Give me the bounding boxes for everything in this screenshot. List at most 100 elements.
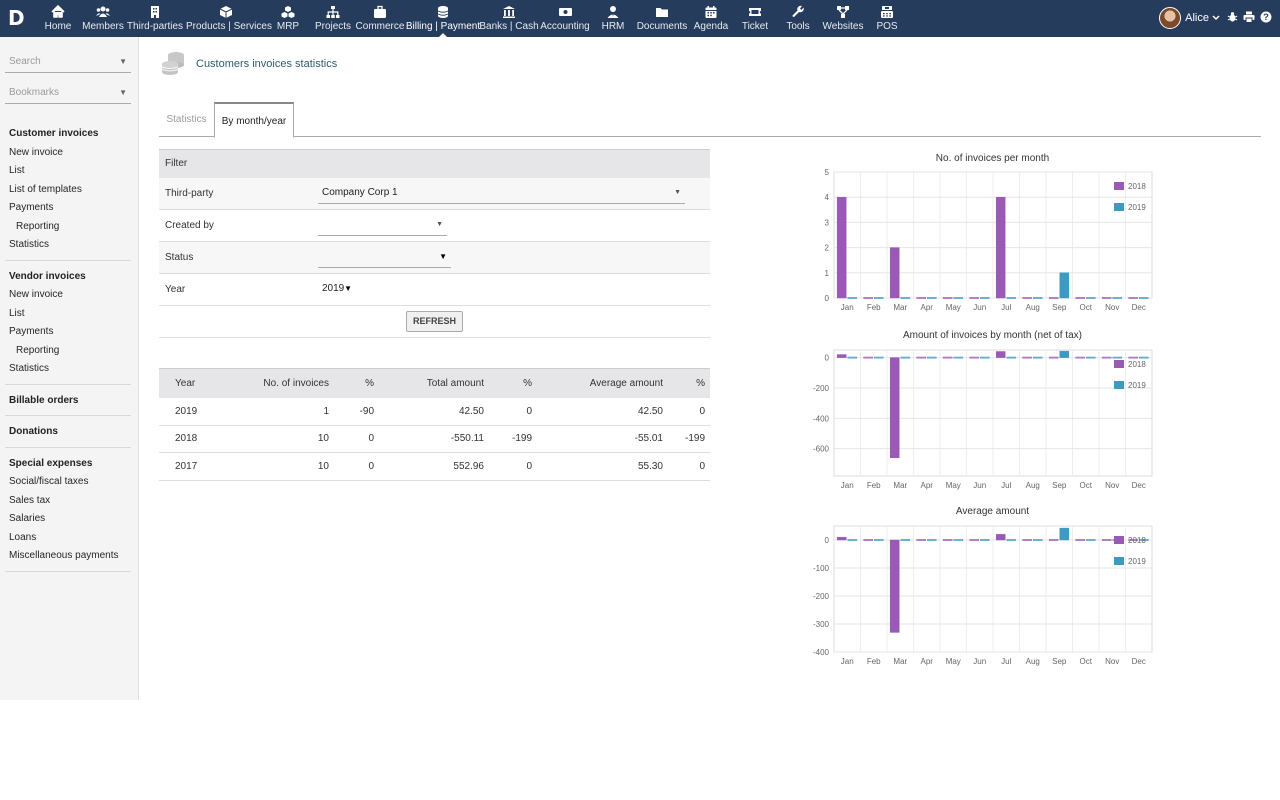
- calendar-icon: [671, 0, 751, 18]
- bar-2018-feb: [863, 297, 873, 299]
- bug-icon[interactable]: [1227, 11, 1238, 23]
- cell-average-amount: -55.01: [537, 425, 668, 453]
- x-tick-label: Apr: [921, 657, 934, 666]
- menu-item-members[interactable]: Members: [63, 0, 143, 37]
- menu-label: Websites: [822, 21, 864, 32]
- dolibarr-logo[interactable]: D: [8, 6, 25, 30]
- cell-total-pct: 0: [489, 397, 537, 426]
- menu-item-projects[interactable]: Projects: [293, 0, 373, 37]
- sidebar-link[interactable]: Social/fiscal taxes: [9, 476, 89, 487]
- chart-title-invoices-count: No. of invoices per month: [935, 153, 1050, 164]
- bar-2018-jan: [836, 536, 847, 541]
- left-sidebar: Search ▼ Bookmarks ▼ Customer invoices Ne…: [0, 37, 139, 700]
- x-tick-label: Dec: [1132, 657, 1146, 666]
- bar-2018-aug: [1022, 297, 1032, 299]
- menu-label: Third-parties: [126, 21, 184, 32]
- menu-item-pos[interactable]: POS: [847, 0, 927, 37]
- x-tick-label: Jun: [973, 303, 986, 312]
- bar-2018-feb: [863, 356, 873, 359]
- legend-swatch-2019: [1114, 557, 1124, 565]
- col-invoice-count: No. of invoices: [229, 368, 334, 398]
- third-party-select[interactable]: Company Corp 1 ▼: [318, 182, 685, 204]
- bar-2018-jul: [995, 196, 1006, 299]
- sidebar-link[interactable]: Statistics: [9, 363, 50, 374]
- sidebar-section-title[interactable]: Donations: [9, 426, 58, 437]
- menu-item-hrm[interactable]: HRM: [573, 0, 653, 37]
- menu-item-websites[interactable]: Websites: [803, 0, 883, 37]
- user-menu[interactable]: Alice: [1159, 6, 1220, 30]
- bar-2019-dec: [1139, 297, 1149, 299]
- sidebar-link[interactable]: Statistics: [9, 239, 50, 250]
- sidebar-link[interactable]: Salaries: [9, 513, 46, 524]
- cash-register-icon: [847, 0, 927, 18]
- refresh-button[interactable]: REFRESH: [406, 311, 463, 332]
- year-select[interactable]: 2019 ▼: [318, 278, 356, 300]
- search-select[interactable]: Search ▼: [5, 53, 131, 73]
- sidebar-link[interactable]: Loans: [9, 531, 37, 543]
- menu-item-agenda[interactable]: Agenda: [671, 0, 751, 37]
- filter-header: Filter: [159, 149, 710, 178]
- sitemap-icon: [293, 0, 373, 18]
- x-tick-label: Sep: [1052, 657, 1067, 666]
- sidebar-link[interactable]: Reporting: [16, 344, 60, 356]
- sidebar-link[interactable]: New invoice: [9, 146, 63, 158]
- menu-item-billing-payment[interactable]: Billing | Payment: [403, 0, 483, 37]
- cell-average-pct: 0: [668, 452, 710, 481]
- x-tick-label: Oct: [1080, 481, 1093, 490]
- sidebar-section-title[interactable]: Special expenses: [9, 457, 93, 469]
- menu-item-third-parties[interactable]: Third-parties: [115, 0, 195, 37]
- bar-2019-mar: [900, 297, 911, 299]
- filter-row-created-by: Created by ▼: [159, 210, 710, 242]
- bar-2019-jul: [1006, 539, 1017, 541]
- sidebar-section-title[interactable]: Billable orders: [9, 394, 79, 406]
- bar-2019-oct: [1086, 297, 1096, 299]
- sidebar-link[interactable]: Miscellaneous payments: [9, 550, 119, 561]
- sidebar-link[interactable]: New invoice: [9, 289, 63, 300]
- help-icon[interactable]: ?: [1260, 11, 1272, 23]
- y-tick-label: 0: [825, 354, 830, 363]
- sidebar-link[interactable]: Sales tax: [9, 494, 51, 506]
- year-value: 2019: [322, 283, 345, 294]
- y-tick-label: -100: [813, 564, 830, 573]
- menu-item-mrp[interactable]: MRP: [248, 0, 328, 37]
- created-by-select[interactable]: ▼: [318, 214, 447, 236]
- sidebar-section-title[interactable]: Customer invoices: [9, 128, 99, 139]
- menu-item-home[interactable]: Home: [18, 0, 98, 37]
- sidebar-link[interactable]: Payments: [9, 202, 54, 213]
- sidebar-link[interactable]: List of templates: [9, 183, 82, 195]
- sidebar-link[interactable]: Reporting: [16, 220, 60, 232]
- table-body: 2019 1 -90 42.50 0 42.50 0 2018 10 0 -550.11 -199 -5…: [159, 397, 710, 481]
- active-indicator: [439, 33, 447, 37]
- tab-by-month-year[interactable]: By month/year: [214, 102, 294, 138]
- cell-invoice-count: 10: [229, 425, 334, 453]
- cell-invoice-count: 10: [229, 452, 334, 481]
- menu-item-commerce[interactable]: Commerce: [340, 0, 420, 37]
- bar-2019-jan: [847, 297, 858, 299]
- print-icon[interactable]: [1243, 11, 1255, 23]
- tab-statistics[interactable]: Statistics: [166, 114, 207, 125]
- table-header-row: Year No. of invoices % Total amount % Av…: [159, 368, 710, 398]
- menu-item-ticket[interactable]: Ticket: [715, 0, 795, 37]
- chart-average-amount: 0 -100 -200 -300 -400 Jan Feb Mar Apr May Jun Jul Au…: [813, 525, 1153, 666]
- menu-label: Members: [82, 21, 124, 32]
- bar-2019-sep: [1059, 350, 1070, 358]
- chart-invoices-per-month: 0 1 2 3 4 5 Jan Feb Mar Apr May Jun Jul Aug Sep Oct Nov D…: [825, 168, 1153, 312]
- menu-item-banks-cash[interactable]: Banks | Cash: [469, 0, 549, 37]
- menu-label: Commerce: [355, 21, 405, 32]
- sidebar-link[interactable]: List: [9, 165, 25, 176]
- bar-2019-oct: [1086, 356, 1096, 359]
- menu-item-products-services[interactable]: Products | Services: [186, 0, 272, 37]
- menu-item-accounting[interactable]: Accounting: [525, 0, 605, 37]
- menu-item-documents[interactable]: Documents: [622, 0, 702, 37]
- bookmarks-select[interactable]: Bookmarks ▼: [5, 84, 131, 104]
- status-select[interactable]: ▼: [318, 246, 451, 268]
- sidebar-link[interactable]: List: [9, 307, 25, 319]
- cell-total-amount: 552.96: [379, 452, 489, 481]
- sidebar-section-title[interactable]: Vendor invoices: [9, 270, 86, 282]
- x-tick-label: Oct: [1080, 657, 1093, 666]
- menu-item-tools[interactable]: Tools: [758, 0, 838, 37]
- y-tick-label: -200: [813, 384, 830, 393]
- bar-2019-nov: [1112, 356, 1123, 359]
- sidebar-link[interactable]: Payments: [9, 326, 54, 337]
- page-title: Customers invoices statistics: [196, 58, 338, 70]
